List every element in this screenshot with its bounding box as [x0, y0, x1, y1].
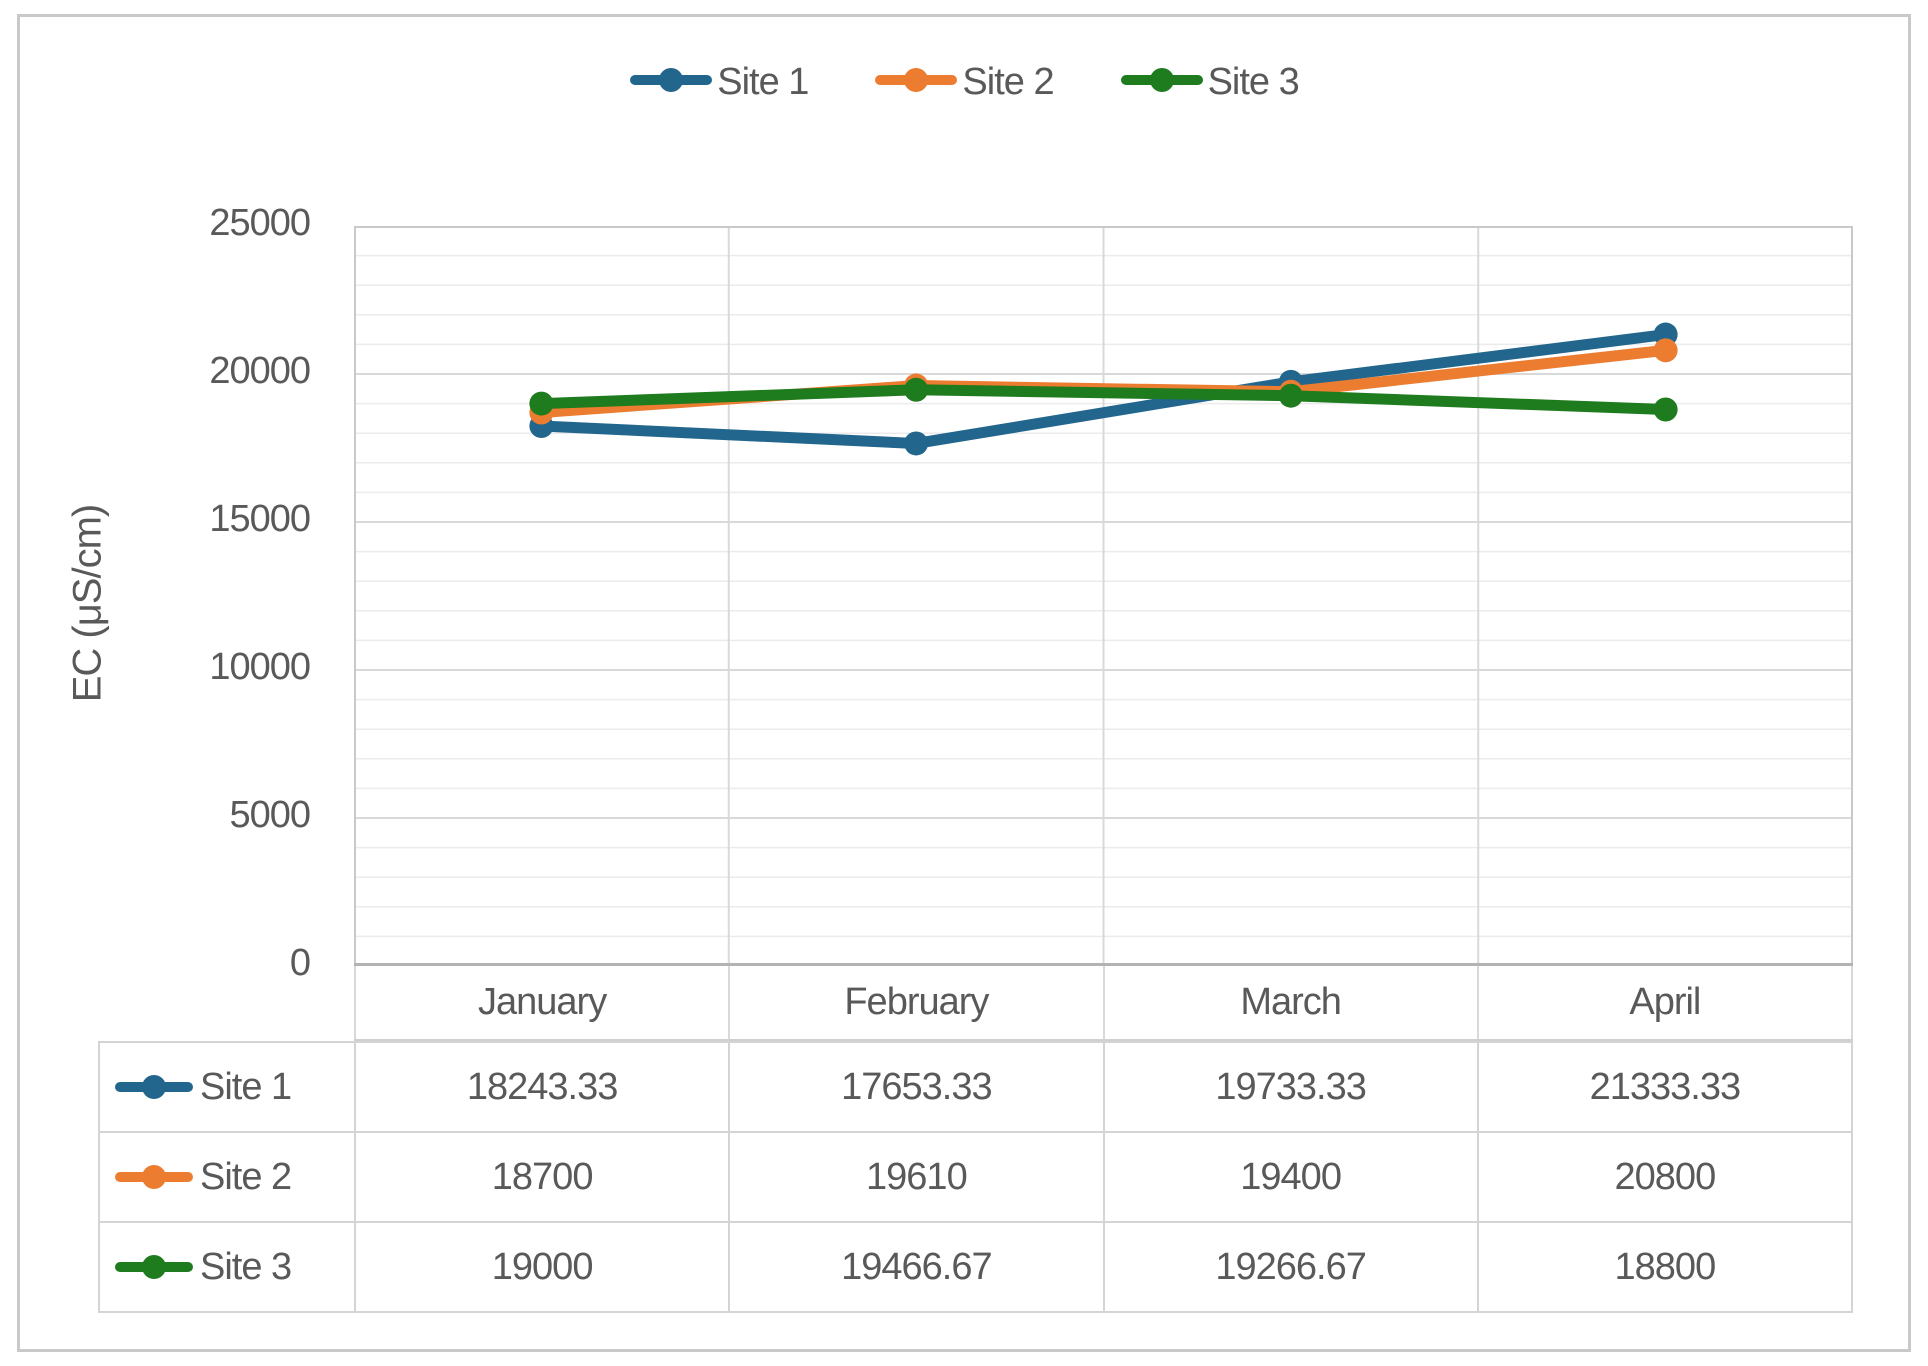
table-cell: 19733.33: [1104, 1041, 1479, 1131]
legend-item-site-2: Site 2: [874, 61, 1055, 104]
series-site-3: [529, 377, 1678, 422]
table-cell: 17653.33: [730, 1041, 1105, 1131]
x-category-label: February: [728, 966, 1102, 1039]
table-row-header: Site 2: [100, 1131, 356, 1221]
legend-item-site-3: Site 3: [1120, 61, 1300, 104]
series-name-label: Site 1: [200, 1065, 292, 1108]
x-axis-category-labels: January February March April: [354, 966, 1853, 1041]
table-cell: 18243.33: [356, 1041, 731, 1131]
table-cell: 19466.67: [730, 1221, 1105, 1311]
y-tick-label: 15000: [209, 498, 311, 540]
x-category-label: April: [1476, 966, 1853, 1039]
chart-data-table: Site 1 18243.33 17653.33 19733.33 21333.33 Si…: [98, 1041, 1853, 1313]
table-row-header: Site 1: [100, 1041, 356, 1131]
table-row-header: Site 3: [100, 1221, 356, 1311]
plot-area: [354, 226, 1853, 966]
line-marker-icon: [629, 64, 713, 101]
legend-label: Site 3: [1207, 61, 1300, 103]
y-tick-label: 10000: [209, 646, 311, 688]
x-category-label: March: [1102, 966, 1477, 1039]
series-name-label: Site 3: [200, 1245, 292, 1288]
table-cell: 19000: [356, 1221, 731, 1311]
legend-item-site-1: Site 1: [629, 61, 809, 104]
x-category-label: January: [354, 966, 728, 1039]
y-tick-label: 0: [289, 942, 311, 984]
table-cell: 19610: [730, 1131, 1105, 1221]
table-cell: 20800: [1478, 1131, 1853, 1221]
chart-figure: Site 1 Site 2 Site 3 EC (μS/cm) 25000 200…: [17, 14, 1911, 1352]
series-name-label: Site 2: [200, 1155, 292, 1198]
table-cell: 19400: [1104, 1131, 1479, 1221]
table-cell: 19266.67: [1104, 1221, 1479, 1311]
y-tick-label: 5000: [229, 794, 311, 836]
table-cell: 18700: [356, 1131, 731, 1221]
line-chart-canvas: [354, 226, 1853, 966]
y-tick-label: 25000: [209, 202, 311, 244]
legend-label: Site 1: [717, 61, 809, 103]
table-cell: 18800: [1478, 1221, 1853, 1311]
line-marker-icon: [874, 64, 958, 101]
y-tick-label: 20000: [209, 350, 311, 392]
table-cell: 21333.33: [1478, 1041, 1853, 1131]
legend-label: Site 2: [962, 61, 1054, 103]
line-marker-icon: [1120, 64, 1204, 101]
chart-legend: Site 1 Site 2 Site 3: [20, 61, 1908, 104]
